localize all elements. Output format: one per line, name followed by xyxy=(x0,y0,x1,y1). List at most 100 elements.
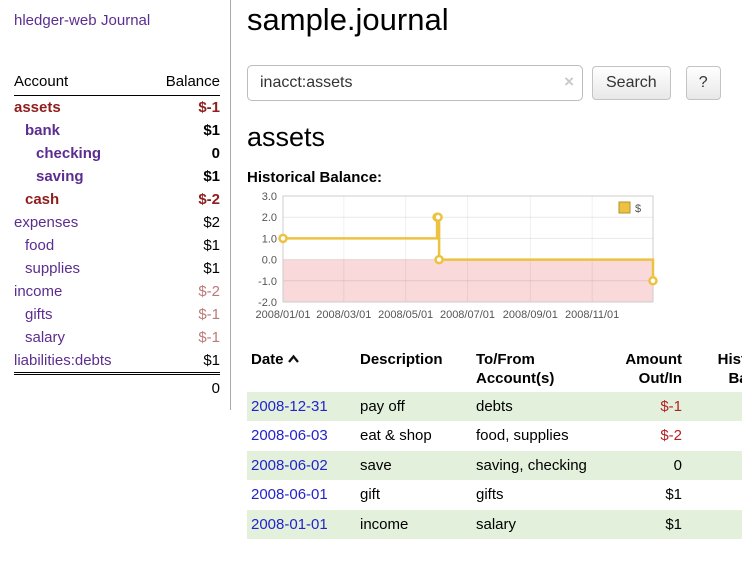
transaction-date-link[interactable]: 2008-01-01 xyxy=(251,515,328,533)
sidebar-account-link[interactable]: liabilities:debts xyxy=(14,352,112,369)
sidebar-account-link[interactable]: income xyxy=(14,283,63,300)
register-header-account: To/From Account(s) xyxy=(476,351,555,387)
search-input[interactable] xyxy=(247,65,583,101)
sidebar-account-balance: $1 xyxy=(203,122,220,139)
sidebar-item-journal[interactable]: Journal xyxy=(101,12,151,29)
accounts-total-balance: 0 xyxy=(146,372,220,400)
register-description: pay off xyxy=(360,397,405,415)
register-accounts: food, supplies xyxy=(476,427,569,444)
svg-text:-1.0: -1.0 xyxy=(258,276,277,288)
account-row: saving $1 xyxy=(14,165,220,188)
accounts-header-account: Account xyxy=(14,73,147,96)
svg-text:2008/07/01: 2008/07/01 xyxy=(440,309,495,321)
help-button[interactable]: ? xyxy=(685,66,721,100)
search-button[interactable]: Search xyxy=(592,66,671,100)
sidebar: hledger-web Journal Account Balance asse… xyxy=(0,0,231,410)
svg-text:-2.0: -2.0 xyxy=(258,297,277,309)
register-amount: $1 xyxy=(665,486,682,503)
search-field-wrap: × xyxy=(247,65,583,101)
accounts-table: Account Balance assets $-1 bank $1 checking 0… xyxy=(14,73,220,400)
sidebar-account-balance: $-1 xyxy=(198,99,220,116)
sidebar-account-link[interactable]: bank xyxy=(25,122,61,139)
sidebar-account-balance: $1 xyxy=(203,168,220,185)
register-balance: $-1 xyxy=(688,392,742,422)
sidebar-account-link[interactable]: checking xyxy=(36,145,102,162)
clear-search-icon[interactable]: × xyxy=(564,72,574,91)
register-header-balance: Historical Balance xyxy=(717,351,742,387)
chart-title: Historical Balance: xyxy=(247,169,383,186)
register-accounts: debts xyxy=(476,397,513,415)
search-bar: × Search ? xyxy=(247,65,742,101)
svg-text:2008/09/01: 2008/09/01 xyxy=(503,309,558,321)
account-heading: assets xyxy=(247,122,326,152)
main-content: sample.journal × Search ? assets Histori… xyxy=(231,0,742,539)
sort-ascending-icon xyxy=(287,354,299,363)
sidebar-account-link[interactable]: assets xyxy=(14,99,61,116)
sidebar-account-link[interactable]: cash xyxy=(25,191,60,208)
account-row: supplies $1 xyxy=(14,257,220,280)
sidebar-account-link[interactable]: gifts xyxy=(25,306,53,323)
account-row: income $-2 xyxy=(14,280,220,303)
sidebar-account-link[interactable]: expenses xyxy=(14,214,79,231)
register-description: save xyxy=(360,456,392,474)
account-row: checking 0 xyxy=(14,142,220,165)
brand-link[interactable]: hledger-web xyxy=(14,12,97,29)
accounts-body: assets $-1 bank $1 checking 0 saving $1 cash $-2 e… xyxy=(14,96,220,374)
accounts-header-balance: Balance xyxy=(146,73,220,96)
register-accounts: salary xyxy=(476,515,517,533)
svg-text:2008/03/01: 2008/03/01 xyxy=(316,309,371,321)
register-row: 2008-12-31 pay off debts $-1 $-1 xyxy=(247,391,742,422)
sidebar-account-link[interactable]: food xyxy=(25,237,55,254)
sidebar-account-balance: $1 xyxy=(203,237,220,254)
account-row: expenses $2 xyxy=(14,211,220,234)
register-row: 2008-06-02 save saving, checking 0 $2 xyxy=(247,450,742,481)
sidebar-account-balance: $-2 xyxy=(198,283,220,300)
sidebar-account-balance: $1 xyxy=(203,260,220,277)
account-row: food $1 xyxy=(14,234,220,257)
sidebar-account-link[interactable]: salary xyxy=(25,329,66,346)
register-accounts: saving, checking xyxy=(476,456,587,474)
register-row: 2008-06-01 gift gifts $1 $2 xyxy=(247,480,742,510)
transaction-date-link[interactable]: 2008-06-03 xyxy=(251,427,328,444)
register-description: gift xyxy=(360,486,381,503)
svg-text:3.0: 3.0 xyxy=(262,191,277,203)
register-amount: 0 xyxy=(673,456,682,474)
register-header-date[interactable]: Date xyxy=(247,348,354,392)
sidebar-account-balance: $-1 xyxy=(198,329,220,346)
register-row: 2008-01-01 income salary $1 $1 xyxy=(247,509,742,540)
register-description: income xyxy=(360,515,409,533)
register-amount: $-1 xyxy=(660,397,682,415)
register-balance: $1 xyxy=(688,510,742,540)
svg-text:1.0: 1.0 xyxy=(262,233,277,245)
transaction-date-link[interactable]: 2008-12-31 xyxy=(251,397,328,415)
sidebar-account-balance: $1 xyxy=(203,352,220,369)
register-balance: $2 xyxy=(688,480,742,510)
page-title: sample.journal xyxy=(247,2,449,37)
account-row: cash $-2 xyxy=(14,188,220,211)
transaction-date-link[interactable]: 2008-06-02 xyxy=(251,456,328,474)
register-table: Date Description To/From Account(s) Amou… xyxy=(247,348,742,539)
accounts-total-row: 0 xyxy=(14,372,220,400)
register-balance: 0 xyxy=(688,421,742,451)
svg-text:2008/05/01: 2008/05/01 xyxy=(378,309,433,321)
transaction-date-link[interactable]: 2008-06-01 xyxy=(251,486,328,503)
sidebar-account-link[interactable]: supplies xyxy=(25,260,81,277)
sidebar-account-balance: 0 xyxy=(211,145,220,162)
register-balance: $2 xyxy=(688,451,742,481)
register-header-description: Description xyxy=(360,351,443,368)
register-amount: $1 xyxy=(665,515,682,533)
account-row: liabilities:debts $1 xyxy=(14,349,220,374)
register-row: 2008-06-03 eat & shop food, supplies $-2 0 xyxy=(247,421,742,451)
account-row: bank $1 xyxy=(14,119,220,142)
sidebar-account-balance: $-1 xyxy=(198,306,220,323)
svg-text:0.0: 0.0 xyxy=(262,255,277,267)
sidebar-account-link[interactable]: saving xyxy=(36,168,84,185)
historical-balance-chart: 3.0 2.0 1.0 0.0 -1.0 -2.0 2008/01/01 2008/03/01… xyxy=(247,190,661,332)
register-amount: $-2 xyxy=(660,427,682,444)
svg-text:2008/01/01: 2008/01/01 xyxy=(255,309,310,321)
svg-text:2008/11/01: 2008/11/01 xyxy=(565,309,619,321)
account-row: salary $-1 xyxy=(14,326,220,349)
register-header-amount: Amount Out/In xyxy=(625,351,682,387)
register-header-date-label: Date xyxy=(251,351,284,368)
